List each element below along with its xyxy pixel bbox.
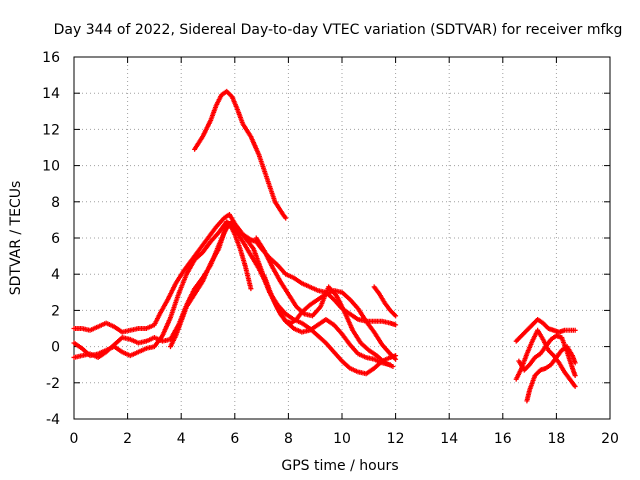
data-point (283, 215, 289, 221)
y-tick-label: 12 (42, 122, 60, 138)
grid (74, 57, 610, 419)
x-tick-label: 14 (440, 431, 458, 447)
data-point (572, 327, 578, 333)
y-tick-label: 2 (51, 303, 60, 319)
x-tick-label: 20 (601, 431, 619, 447)
chart-title: Day 344 of 2022, Sidereal Day-to-day VTE… (54, 22, 623, 38)
y-tick-label: -4 (46, 412, 60, 428)
data-point (393, 356, 399, 362)
data-point (248, 286, 254, 292)
series-track-1 (192, 88, 289, 221)
series-track-12 (524, 344, 578, 404)
data-points (71, 88, 578, 404)
x-tick-label: 2 (123, 431, 132, 447)
x-axis-label: GPS time / hours (281, 458, 398, 474)
data-point (390, 364, 396, 370)
y-tick-label: -2 (46, 376, 60, 392)
y-tick-label: 16 (42, 50, 60, 66)
y-tick-label: 6 (51, 231, 60, 247)
series-track-8 (253, 235, 396, 370)
x-tick-label: 16 (494, 431, 512, 447)
y-tick-label: 8 (51, 195, 60, 211)
x-tick-label: 0 (70, 431, 79, 447)
y-tick-label: 10 (42, 159, 60, 175)
series-track-6 (261, 273, 399, 362)
y-axis-label: SDTVAR / TECUs (8, 181, 24, 296)
data-point (393, 313, 399, 319)
x-tick-label: 12 (387, 431, 405, 447)
y-tick-label: 4 (51, 267, 60, 283)
series-track-11 (516, 333, 578, 379)
series-track-7 (371, 284, 399, 319)
axis-ticks: 0 2 4 6 8 10 12 14 16 18 20 -4 -2 0 2 4 6 8 10 12 14 16 (42, 50, 619, 447)
data-point (572, 383, 578, 389)
x-tick-label: 6 (230, 431, 239, 447)
x-tick-label: 4 (177, 431, 186, 447)
x-tick-label: 10 (333, 431, 351, 447)
series-track-5 (167, 221, 254, 350)
y-tick-label: 14 (42, 86, 60, 102)
x-tick-label: 8 (284, 431, 293, 447)
data-point (572, 373, 578, 379)
series-track-9 (513, 316, 578, 344)
data-point (572, 360, 578, 366)
data-point (393, 322, 399, 328)
y-tick-label: 0 (51, 340, 60, 356)
x-tick-label: 18 (547, 431, 565, 447)
